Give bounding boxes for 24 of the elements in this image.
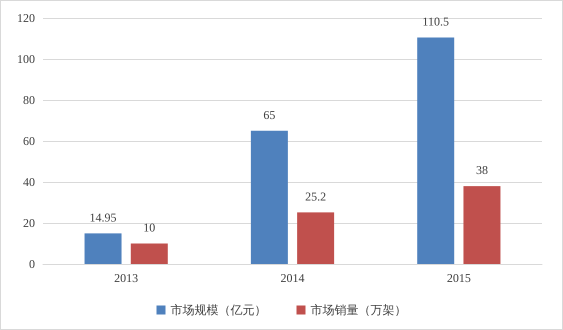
data-label: 110.5 xyxy=(422,14,449,28)
x-tick-label: 2013 xyxy=(114,271,138,285)
x-tick-label: 2015 xyxy=(446,271,471,285)
bar xyxy=(130,244,168,264)
y-tick-label: 100 xyxy=(17,52,35,66)
y-tick-label: 60 xyxy=(23,134,35,148)
data-label: 14.95 xyxy=(90,210,117,224)
x-tick-label: 2014 xyxy=(280,271,304,285)
data-label: 10 xyxy=(143,220,156,234)
y-tick-label: 0 xyxy=(29,257,35,271)
y-tick-label: 80 xyxy=(23,93,35,107)
legend-label: 市场销量（万架） xyxy=(310,303,406,317)
y-tick-label: 40 xyxy=(23,175,35,189)
data-label: 65 xyxy=(263,108,276,122)
y-tick-label: 120 xyxy=(17,11,35,25)
bar xyxy=(250,130,288,264)
data-label: 38 xyxy=(476,163,488,178)
bar xyxy=(417,37,454,264)
y-tick-label: 20 xyxy=(23,216,35,230)
bar xyxy=(84,233,122,264)
bar xyxy=(463,186,500,264)
data-label: 25.2 xyxy=(305,189,326,204)
legend-label: 市场规模（亿元） xyxy=(170,303,266,317)
bar xyxy=(297,212,334,264)
